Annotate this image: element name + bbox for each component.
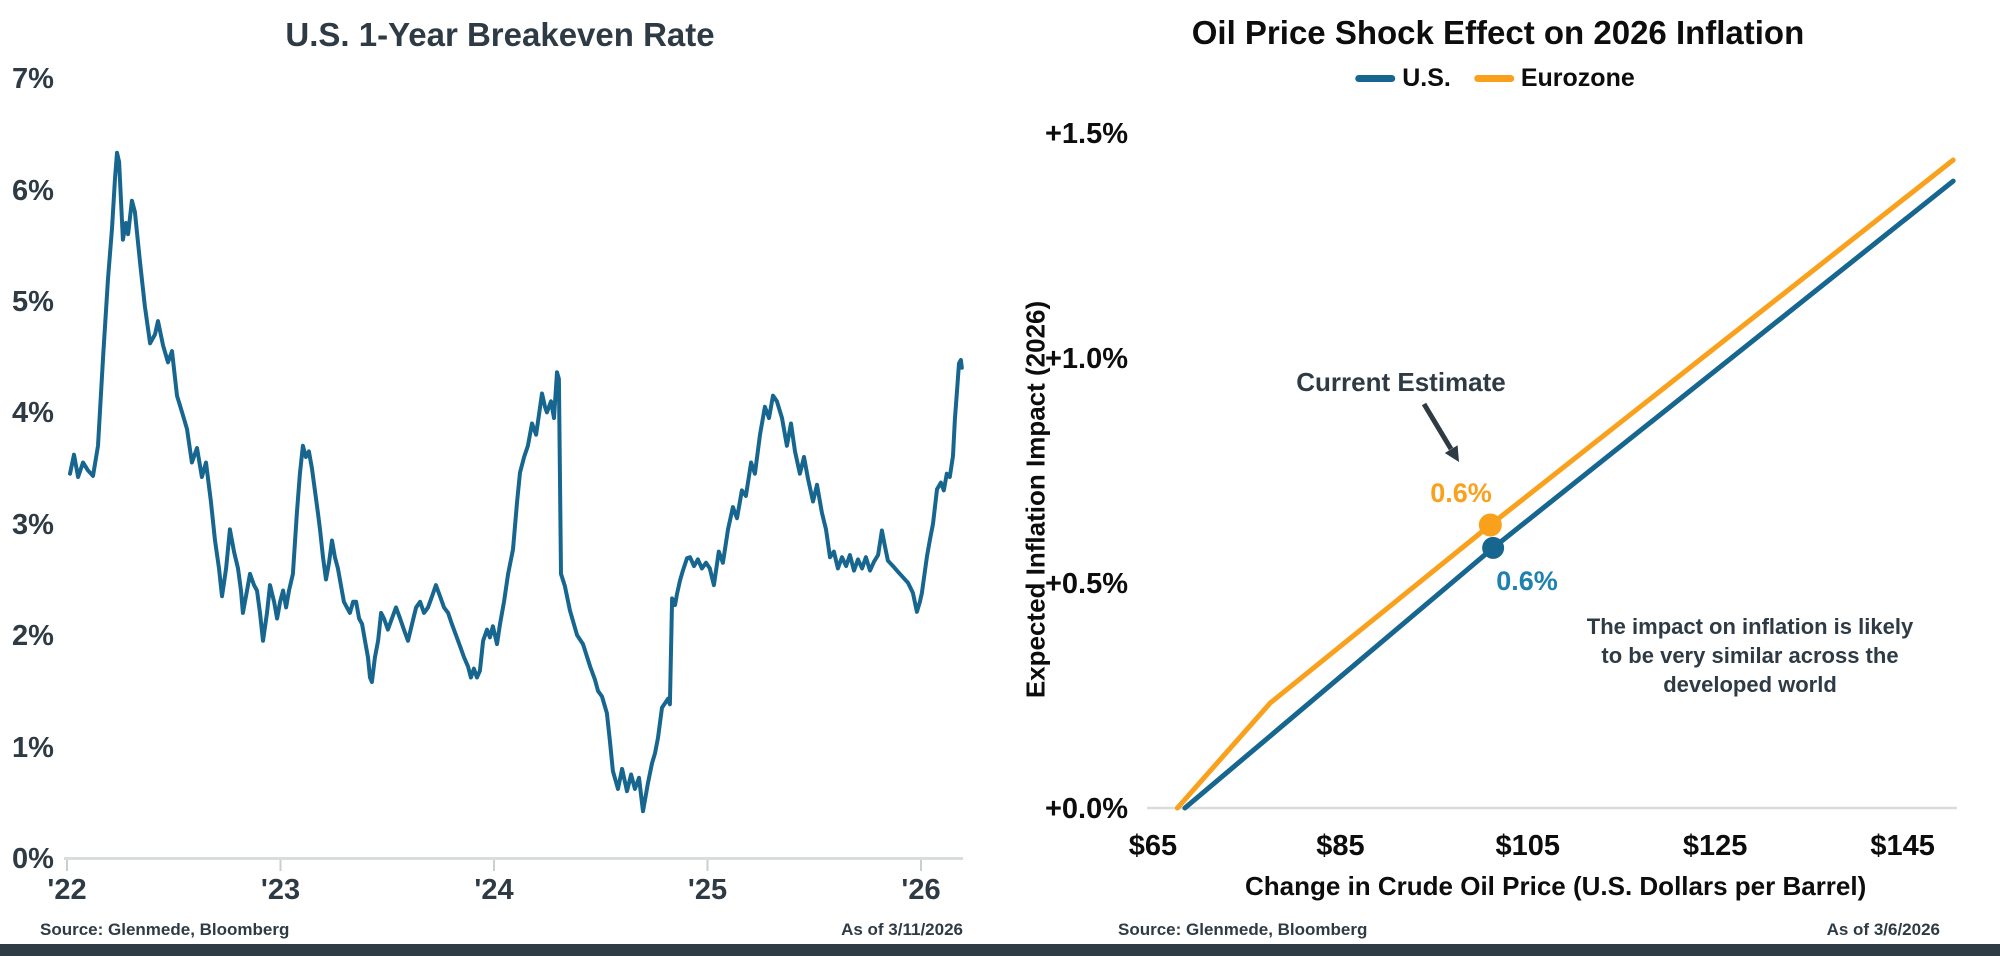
- left-as-of-text: As of 3/11/2026: [841, 920, 963, 939]
- current-estimate-annotation: Current Estimate: [1296, 367, 1506, 397]
- impact-note-line-1: The impact on inflation is likely: [1586, 614, 1914, 639]
- right-x-tick-label: $125: [1682, 830, 1748, 862]
- us-value-label: 0.6%: [1496, 566, 1558, 596]
- right-as-of-text: As of 3/6/2026: [1826, 920, 1940, 939]
- right-x-tick-label: $65: [1128, 830, 1178, 862]
- eurozone-projection-line: [1174, 157, 1956, 811]
- legend-item-us: U.S.: [1355, 64, 1451, 93]
- left-chart-title: U.S. 1-Year Breakeven Rate: [285, 16, 715, 53]
- eurozone-estimate-dot: [1478, 513, 1502, 537]
- eurozone-value-label: 0.6%: [1430, 478, 1492, 508]
- right-x-tick-label: $105: [1495, 830, 1561, 862]
- left-y-tick-label: 2%: [12, 620, 54, 653]
- footer-accent-bar: [0, 944, 2000, 956]
- right-y-axis-title: Expected Inflation Impact (2026): [1020, 300, 1051, 699]
- us-projection-line: [1182, 178, 1956, 811]
- left-y-tick-label: 4%: [12, 397, 54, 430]
- right-source-text: Source: Glenmede, Bloomberg: [1118, 920, 1368, 939]
- us-estimate-dot: [1482, 536, 1505, 559]
- left-y-tick-label: 6%: [12, 174, 54, 207]
- left-x-tick-label: '22: [47, 874, 87, 906]
- legend: U.S. Eurozone: [1355, 64, 1649, 93]
- left-x-tick-label: '26: [901, 874, 941, 906]
- left-source-text: Source: Glenmede, Bloomberg: [40, 920, 290, 939]
- right-y-tick-label: +1.0%: [1044, 343, 1128, 375]
- right-x-axis-title: Change in Crude Oil Price (U.S. Dollars …: [1245, 871, 1867, 901]
- left-y-tick-label: 7%: [12, 63, 54, 96]
- right-x-tick-label: $145: [1870, 830, 1935, 862]
- impact-note: The impact on inflation is likely to be …: [1540, 612, 1960, 699]
- legend-label-eurozone: Eurozone: [1520, 64, 1635, 92]
- left-x-tick-label: '24: [474, 874, 514, 906]
- left-y-tick-label: 5%: [12, 286, 54, 318]
- left-y-tick-label: 1%: [12, 731, 54, 764]
- left-x-tick-label: '25: [687, 874, 728, 906]
- right-y-tick-label: +0.0%: [1044, 793, 1128, 825]
- legend-label-us: U.S.: [1402, 64, 1451, 92]
- current-estimate-arrowhead-icon: [1444, 445, 1459, 462]
- right-x-tick-label: $85: [1316, 830, 1365, 862]
- right-y-tick-label: +0.5%: [1044, 568, 1128, 600]
- legend-item-eurozone: Eurozone: [1473, 64, 1635, 93]
- right-y-tick-label: +1.5%: [1044, 118, 1128, 150]
- left-y-tick-label: 3%: [12, 508, 54, 541]
- impact-note-line-3: developed world: [1663, 672, 1837, 697]
- breakeven-line: [68, 150, 964, 814]
- left-y-tick-label: 0%: [12, 843, 54, 875]
- current-estimate-arrow: [1421, 402, 1454, 451]
- left-x-tick-label: '23: [260, 874, 301, 906]
- right-chart-title: Oil Price Shock Effect on 2026 Inflation: [1191, 14, 1805, 51]
- us-line-swatch-icon: [1355, 75, 1396, 82]
- impact-note-line-2: to be very similar across the: [1601, 643, 1899, 668]
- eurozone-line-swatch-icon: [1473, 75, 1514, 82]
